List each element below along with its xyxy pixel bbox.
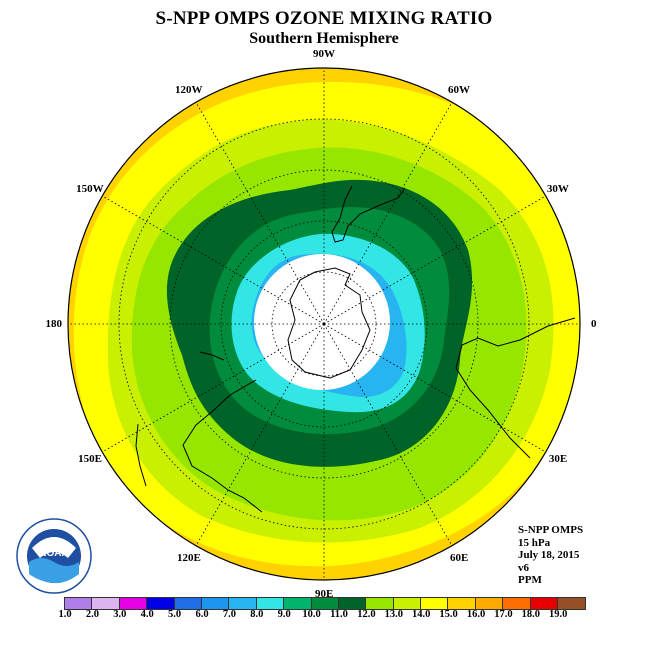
meridian-line — [323, 323, 453, 546]
colorbar-swatch — [284, 598, 312, 609]
colorbar-swatch — [311, 598, 339, 609]
colorbar-swatch — [92, 598, 120, 609]
longitude-label: 90W — [313, 48, 335, 60]
colorbar-tick-label: 6.0 — [195, 609, 209, 620]
colorbar-swatch — [119, 598, 148, 609]
meridian-line — [195, 102, 325, 325]
map-border — [67, 67, 581, 581]
longitude-label: 60W — [448, 84, 470, 97]
colorbar-tick-label: 11.0 — [330, 609, 348, 620]
colorbar-swatch — [503, 598, 531, 609]
colorbar-swatch — [530, 598, 559, 609]
meridian-line — [323, 195, 546, 325]
colorbar — [64, 597, 587, 610]
longitude-label: 30E — [548, 453, 568, 465]
ozone-contours — [68, 68, 580, 580]
longitude-label: 60E — [450, 551, 469, 564]
meridian-line — [323, 323, 546, 453]
graticule — [68, 68, 580, 580]
colorbar-swatch — [65, 598, 93, 609]
meridian-line — [323, 102, 453, 325]
colorbar-tick-label: 19.0 — [549, 609, 568, 620]
polar-night-gap — [254, 254, 390, 390]
longitude-label: 150W — [76, 183, 104, 195]
map-subtitle: Southern Hemisphere — [249, 30, 399, 47]
latitude-circle — [220, 220, 428, 428]
colorbar-tick-label: 10.0 — [302, 609, 321, 620]
colorbar-tick-label: 8.0 — [250, 609, 264, 620]
noaa-logo-text: NOAA — [39, 548, 68, 559]
longitude-label: 120E — [177, 551, 201, 564]
new-zealand-coast — [135, 423, 147, 487]
longitude-label: 30W — [546, 183, 569, 195]
colorbar-tick-label: 17.0 — [494, 609, 513, 620]
colorbar-swatch — [338, 598, 367, 609]
longitude-label: 180 — [45, 318, 63, 330]
colorbar-swatch — [256, 598, 285, 609]
colorbar-swatch — [421, 598, 449, 609]
colorbar-tick-label: 12.0 — [357, 609, 376, 620]
colorbar-tick-label: 5.0 — [168, 609, 182, 620]
colorbar-swatch — [475, 598, 504, 609]
coastlines — [135, 185, 576, 513]
australia-coast — [182, 379, 263, 513]
longitude-label: 150E — [78, 453, 103, 465]
colorbar-tick-label: 16.0 — [466, 609, 486, 620]
colorbar-swatch — [366, 598, 394, 609]
longitude-label: 90E — [315, 588, 334, 600]
colorbar-tick-label: 2.0 — [85, 609, 99, 620]
colorbar-tick-label: 13.0 — [384, 609, 403, 620]
info-version: v6 — [518, 561, 529, 574]
meridian-line — [195, 323, 325, 546]
colorbar-tick-label: 1.0 — [58, 609, 72, 620]
antipodes-coast — [199, 351, 225, 361]
colorbar-tick-label: 3.0 — [113, 609, 127, 620]
longitude-label: 0 — [591, 318, 597, 330]
colorbar-swatch — [201, 598, 230, 609]
pole-marker — [322, 322, 326, 326]
antarctica-coast — [287, 267, 371, 379]
colorbar-tick-label: 18.0 — [521, 609, 540, 620]
colorbar-ticks: 1.0 2.0 3.0 4.0 5.0 6.0 7.0 8.0 9.0 10.0 11.0 12.0 1… — [0, 609, 648, 623]
colorbar-tick-label: 14.0 — [412, 609, 431, 620]
africa-coast — [455, 317, 576, 459]
meridian-line — [102, 323, 325, 453]
product-info: S-NPP OMPS 15 hPa July 18, 2015 v6 PPM — [518, 524, 583, 587]
meridian-line — [102, 195, 325, 325]
info-instrument: S-NPP OMPS — [518, 524, 584, 536]
info-units: PPM — [518, 574, 542, 586]
colorbar-swatch — [448, 598, 476, 609]
info-date: July 18, 2015 — [518, 549, 580, 561]
colorbar-swatch — [393, 598, 422, 609]
map-title: S-NPP OMPS OZONE MIXING RATIO — [155, 8, 493, 29]
noaa-logo: NOAA — [16, 518, 92, 594]
colorbar-tick-label: 9.0 — [277, 609, 291, 620]
colorbar-swatch — [147, 598, 175, 609]
colorbar-tick-label: 7.0 — [222, 609, 236, 620]
colorbar-tick-label: 15.0 — [439, 609, 458, 620]
colorbar-swatch — [229, 598, 257, 609]
south-america-coast — [331, 185, 406, 243]
latitude-circle — [169, 169, 479, 479]
colorbar-swatch — [558, 598, 586, 609]
info-level: 15 hPa — [518, 536, 551, 549]
colorbar-swatch — [174, 598, 202, 609]
longitude-label: 120W — [175, 84, 203, 97]
colorbar-tick-label: 4.0 — [140, 609, 154, 620]
